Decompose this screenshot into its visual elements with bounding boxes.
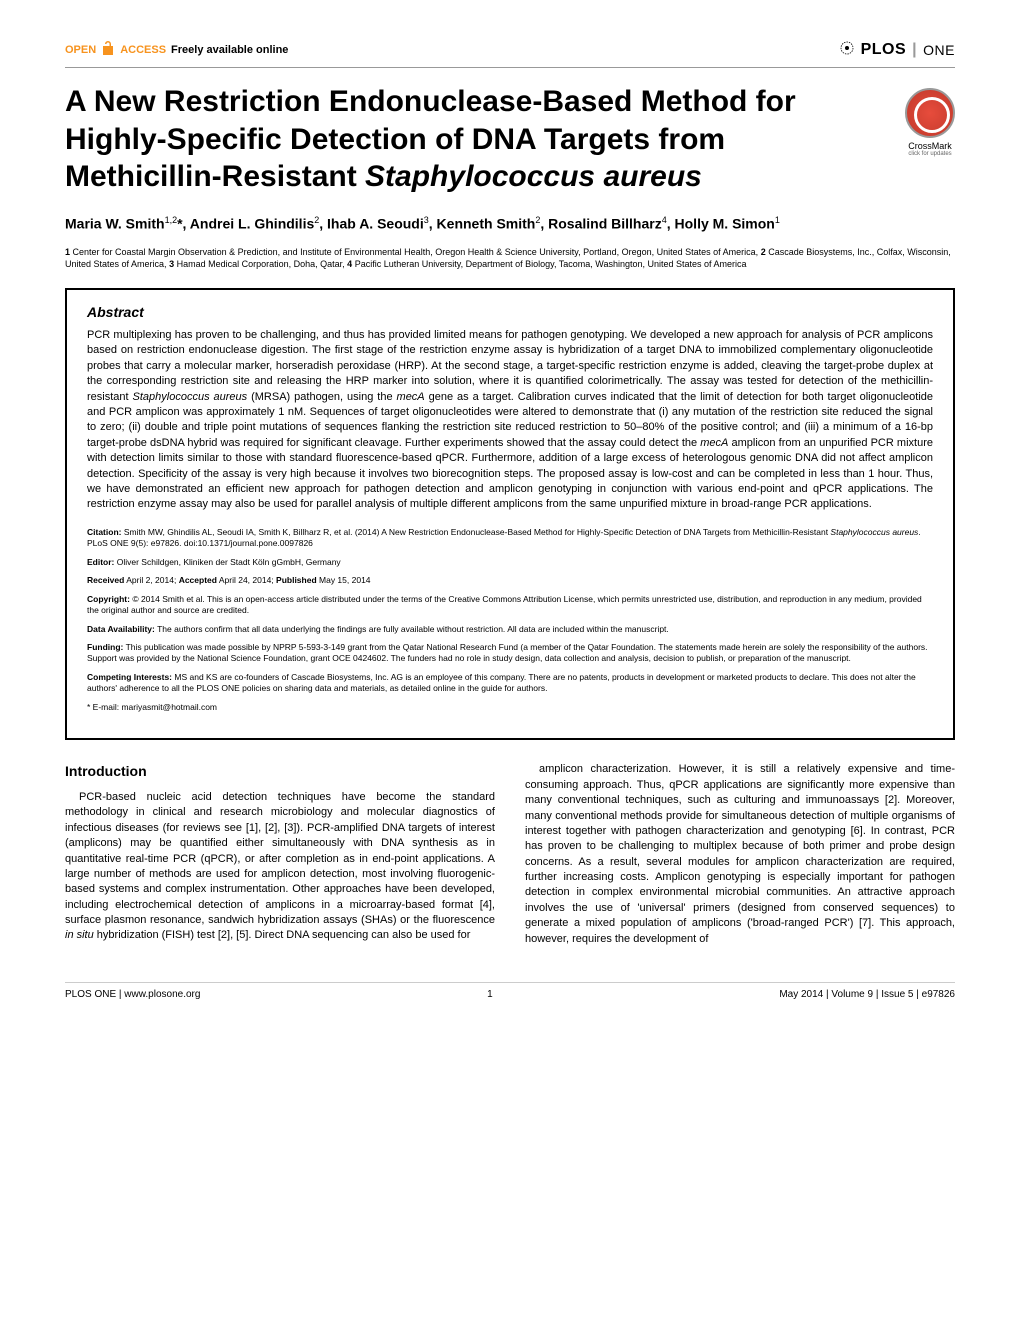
citation: Citation: Smith MW, Ghindilis AL, Seoudi… (87, 527, 933, 550)
column-right: amplicon characterization. However, it i… (525, 762, 955, 947)
copyright: Copyright: © 2014 Smith et al. This is a… (87, 594, 933, 617)
lock-icon (101, 40, 115, 59)
data-availability: Data Availability: The authors confirm t… (87, 624, 933, 635)
abstract-text: PCR multiplexing has proven to be challe… (87, 328, 933, 513)
footer-left: PLOS ONE | www.plosone.org (65, 989, 200, 1000)
one-text: ONE (923, 42, 955, 58)
footer-bar: PLOS ONE | www.plosone.org 1 May 2014 | … (65, 982, 955, 1000)
authors-list: Maria W. Smith1,2*, Andrei L. Ghindilis2… (65, 214, 955, 234)
intro-para-2: amplicon characterization. However, it i… (525, 762, 955, 947)
meta-section: Citation: Smith MW, Ghindilis AL, Seoudi… (87, 527, 933, 714)
open-label: OPEN (65, 44, 96, 56)
plos-text: PLOS (861, 41, 907, 59)
article-title: A New Restriction Endonuclease-Based Met… (65, 83, 885, 196)
intro-heading: Introduction (65, 762, 495, 782)
editor: Editor: Oliver Schildgen, Kliniken der S… (87, 557, 933, 568)
intro-para-1: PCR-based nucleic acid detection techniq… (65, 790, 495, 944)
crossmark-badge[interactable]: CrossMark click for updates (905, 88, 955, 157)
corresponding-email: * E-mail: mariyasmit@hotmail.com (87, 702, 933, 713)
funding: Funding: This publication was made possi… (87, 642, 933, 665)
title-species: Staphylococcus aureus (365, 160, 702, 193)
column-left: Introduction PCR-based nucleic acid dete… (65, 762, 495, 947)
crossmark-icon (905, 88, 955, 138)
crossmark-label: CrossMark (905, 141, 955, 151)
footer-page-number: 1 (487, 989, 493, 1000)
header-bar: OPEN ACCESS Freely available online PLOS… (65, 40, 955, 68)
open-access-badge: OPEN ACCESS Freely available online (65, 40, 288, 59)
title-row: A New Restriction Endonuclease-Based Met… (65, 83, 955, 196)
abstract-box: Abstract PCR multiplexing has proven to … (65, 288, 955, 740)
crossmark-sublabel: click for updates (905, 151, 955, 157)
access-label: ACCESS (120, 44, 166, 56)
body-columns: Introduction PCR-based nucleic acid dete… (65, 762, 955, 947)
affiliations: 1 Center for Coastal Margin Observation … (65, 246, 955, 270)
plos-logo: PLOS | ONE (839, 40, 955, 59)
competing-interests: Competing Interests: MS and KS are co-fo… (87, 672, 933, 695)
abstract-heading: Abstract (87, 304, 933, 320)
plos-icon (839, 40, 855, 59)
dates: Received April 2, 2014; Accepted April 2… (87, 575, 933, 586)
footer-right: May 2014 | Volume 9 | Issue 5 | e97826 (779, 989, 955, 1000)
freely-available-label: Freely available online (171, 44, 288, 56)
